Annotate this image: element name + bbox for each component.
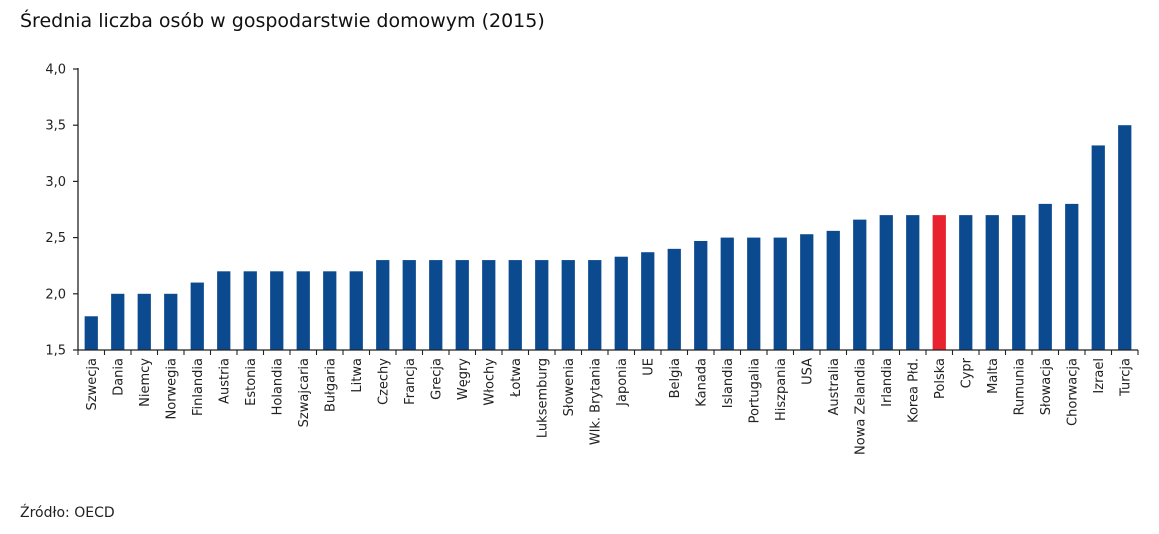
x-category-label: Wlk. Brytania	[588, 358, 603, 445]
x-category-label: USA	[800, 358, 815, 385]
bar-16	[508, 260, 522, 350]
chart-title: Średnia liczba osób w gospodarstwie domo…	[20, 10, 545, 32]
bar-28	[826, 230, 840, 350]
x-category-label: Finlandia	[191, 358, 206, 416]
y-tick-label: 2,0	[45, 287, 66, 302]
x-category-label: Szwecja	[85, 358, 100, 410]
y-tick-label: 2,5	[45, 231, 66, 246]
x-category-label: Litwa	[350, 358, 365, 393]
bar-21	[641, 252, 655, 350]
bar-35	[1012, 215, 1026, 350]
bar-5	[217, 271, 231, 350]
x-category-label: Czechy	[376, 358, 391, 405]
bar-3	[164, 293, 178, 350]
bar-22	[667, 248, 681, 350]
x-category-label: Cypr	[959, 357, 974, 388]
bar-14	[455, 260, 469, 350]
bar-34	[985, 215, 999, 350]
bar-24	[720, 237, 734, 350]
x-category-label: Łotwa	[509, 358, 524, 398]
bar-36	[1038, 203, 1052, 350]
bar-0	[84, 316, 98, 350]
x-category-label: Izrael	[1092, 358, 1107, 394]
bar-9	[323, 271, 337, 350]
x-category-label: Korea Płd.	[906, 358, 921, 423]
x-category-label: Australia	[827, 358, 842, 416]
y-tick-label: 1,5	[45, 344, 66, 359]
bar-38	[1091, 145, 1105, 350]
x-category-label: Austria	[217, 358, 232, 404]
bar-23	[694, 240, 708, 350]
bar-31	[906, 215, 920, 350]
bar-17	[535, 260, 549, 350]
bar-19	[588, 260, 602, 350]
x-category-label: Kanada	[694, 358, 709, 407]
x-category-label: Islandia	[721, 358, 736, 408]
x-category-label: Szwajcaria	[297, 358, 312, 427]
bar-39	[1118, 125, 1132, 350]
x-category-label: Turcja	[1118, 358, 1133, 397]
bar-13	[429, 260, 443, 350]
bar-7	[270, 271, 284, 350]
bar-12	[402, 260, 416, 350]
bar-27	[800, 234, 814, 350]
x-category-label: Portugalia	[747, 358, 762, 423]
bar-8	[296, 271, 310, 350]
axes-layer	[73, 68, 1139, 355]
labels-layer: 1,5 2,0 2,5 3,0 3,5 4,0 Szwecja Dania Niemcy Norw…	[45, 63, 1133, 455]
y-tick-label: 3,5	[45, 119, 66, 134]
x-category-label: Luksemburg	[535, 358, 550, 438]
x-category-label: Słowenia	[562, 358, 577, 416]
x-category-label: Bułgaria	[323, 358, 338, 412]
x-category-label: Malta	[986, 358, 1001, 394]
source-note: Źródło: OECD	[20, 505, 115, 521]
bar-32	[932, 215, 946, 350]
bar-25	[747, 237, 761, 350]
bar-33	[959, 215, 973, 350]
bar-10	[349, 271, 363, 350]
bar-6	[243, 271, 257, 350]
bar-15	[482, 260, 496, 350]
x-category-label: Norwegia	[164, 358, 179, 419]
y-tick-label: 3,0	[45, 175, 66, 190]
bar-29	[853, 219, 867, 350]
y-tick-label: 4,0	[45, 63, 66, 78]
x-category-label: Holandia	[270, 358, 285, 415]
bars-layer	[84, 125, 1132, 350]
bar-30	[879, 215, 893, 350]
x-category-label: Polska	[933, 358, 948, 399]
x-category-label: Chorwacja	[1065, 358, 1080, 426]
bar-26	[773, 237, 787, 350]
x-category-label: Irlandia	[880, 358, 895, 407]
x-category-label: Grecja	[429, 358, 444, 400]
bar-37	[1065, 203, 1079, 350]
x-category-label: Niemcy	[138, 358, 153, 407]
x-category-label: Dania	[111, 358, 126, 396]
x-category-label: Nowa Zelandia	[853, 358, 868, 455]
x-category-label: Francja	[403, 358, 418, 405]
x-category-label: Estonia	[244, 358, 259, 406]
bar-4	[190, 282, 204, 350]
x-category-label: UE	[641, 358, 656, 376]
bar-2	[137, 293, 151, 350]
x-category-label: Hiszpania	[774, 358, 789, 421]
x-category-label: Japonia	[615, 358, 630, 407]
bar-20	[614, 256, 628, 350]
x-category-label: Włochy	[482, 358, 497, 406]
bar-18	[561, 260, 575, 350]
x-category-label: Słowacja	[1039, 358, 1054, 415]
bar-11	[376, 260, 390, 350]
bar-1	[111, 293, 125, 350]
x-category-label: Rumunia	[1012, 358, 1027, 415]
x-category-label: Belgia	[668, 358, 683, 398]
x-category-label: Węgry	[456, 358, 471, 400]
